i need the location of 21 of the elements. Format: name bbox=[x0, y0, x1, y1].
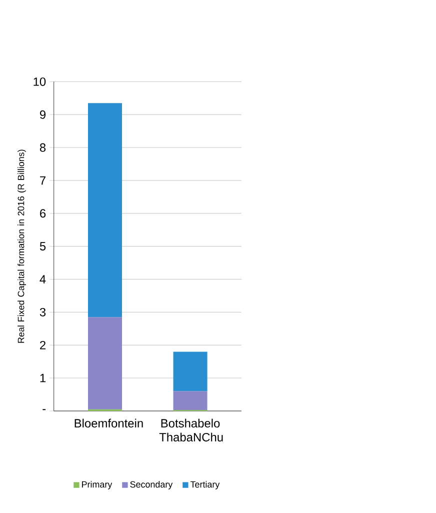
y-tick-label: 5 bbox=[40, 242, 46, 250]
bar bbox=[173, 352, 208, 392]
legend-label: Tertiary bbox=[190, 481, 220, 490]
y-tick-label: 8 bbox=[40, 143, 46, 152]
legend-label: Primary bbox=[82, 481, 112, 490]
y-tick-label: 2 bbox=[40, 340, 46, 350]
y-tick-label: 10 bbox=[34, 77, 46, 86]
legend-label: Secondary bbox=[130, 481, 173, 490]
y-tick-label: 4 bbox=[40, 275, 46, 284]
y-tick-label: 7 bbox=[40, 176, 46, 185]
y-tick-label: - bbox=[42, 409, 46, 410]
y-tick-label: 9 bbox=[40, 110, 46, 119]
y-tick-label: 1 bbox=[40, 374, 46, 382]
y-tick-label: 3 bbox=[40, 308, 46, 316]
x-tick-label: Botshabelo ThabaNChu bbox=[159, 418, 223, 442]
bar bbox=[88, 317, 122, 410]
x-tick-label: Bloemfontein bbox=[74, 418, 143, 428]
bar bbox=[173, 391, 208, 410]
y-tick-label: 6 bbox=[40, 209, 46, 218]
bar bbox=[88, 103, 122, 318]
y-axis-title: Real Fixed Capital formation in 2016 (R Billions) bbox=[18, 150, 26, 343]
